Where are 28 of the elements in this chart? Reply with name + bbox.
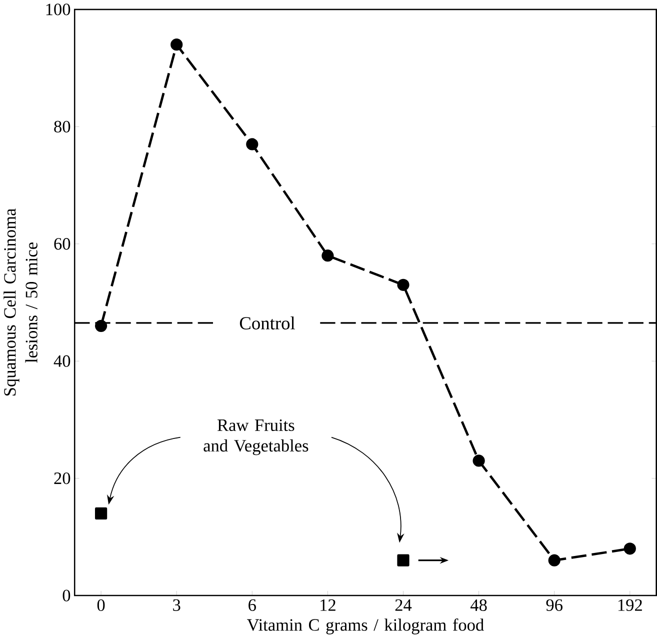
point: [624, 542, 636, 555]
point: [322, 250, 334, 262]
x-tick-label: 3: [173, 599, 180, 611]
ref-line-label: Control: [240, 316, 295, 330]
point: [397, 554, 410, 566]
point: [397, 278, 410, 291]
y-tick-label: 0: [62, 590, 70, 602]
annotation: Raw Fruits and Vegetables: [204, 419, 308, 456]
x-tick-label: 24: [395, 599, 412, 611]
point: [472, 454, 485, 467]
point: [246, 138, 258, 150]
x-tick-label: 0: [97, 599, 105, 612]
y-tick-label: 100: [46, 4, 70, 16]
y-tick-label: 20: [54, 472, 70, 484]
point: [170, 38, 183, 51]
x-tick-label: 6: [248, 599, 256, 611]
y-tick-label: 40: [54, 355, 70, 367]
y-tick-label: 60: [54, 238, 70, 250]
x-tick-label: 12: [320, 599, 336, 611]
y-axis-title: Squamous Cell Carcinoma lesions / 50 mice: [4, 208, 38, 396]
x-tick-label: 48: [470, 599, 487, 612]
x-axis-title: Vitamin C grams / kilogram food: [247, 618, 484, 634]
x-tick-label: 96: [546, 599, 562, 611]
y-tick-label: 80: [54, 120, 70, 133]
x-tick-label: 192: [618, 599, 642, 611]
point: [94, 320, 108, 332]
point: [94, 507, 108, 520]
point: [548, 554, 560, 566]
